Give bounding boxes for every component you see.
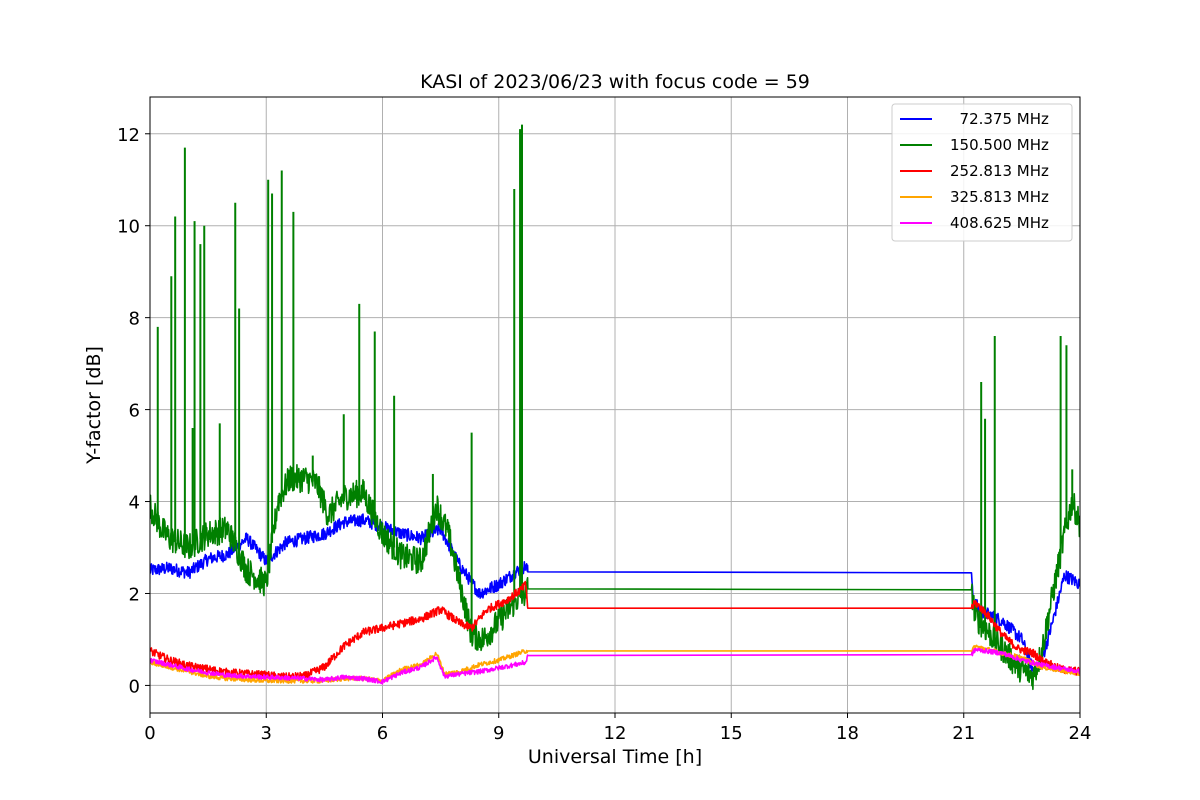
y-tick-label: 4	[129, 493, 140, 514]
x-tick-label: 9	[493, 723, 504, 744]
series-line	[150, 647, 1080, 685]
chart-title: KASI of 2023/06/23 with focus code = 59	[420, 71, 810, 93]
x-axis-label: Universal Time [h]	[528, 746, 702, 768]
y-axis-label: Y-factor [dB]	[83, 346, 105, 465]
x-tick-label: 24	[1069, 723, 1092, 744]
y-tick-label: 6	[129, 401, 140, 422]
y-tick-label: 0	[129, 676, 140, 697]
series-layer	[150, 124, 1080, 691]
legend: 72.375 MHz 150.500 MHz 252.813 MHz 325.813 …	[891, 103, 1073, 242]
y-tick-label: 8	[129, 309, 140, 330]
x-tick-label: 3	[261, 723, 272, 744]
x-tick-label: 18	[836, 723, 859, 744]
series-line	[150, 580, 1080, 682]
legend-box	[891, 103, 1073, 242]
legend-label: 252.813 MHz	[950, 162, 1049, 180]
x-tick-label: 6	[377, 723, 388, 744]
x-tick-label: 15	[720, 723, 743, 744]
legend-label: 325.813 MHz	[950, 188, 1049, 206]
x-tick-label: 21	[952, 723, 975, 744]
y-tick-label: 10	[117, 217, 140, 238]
x-tick-label: 0	[144, 723, 155, 744]
legend-label: 150.500 MHz	[950, 136, 1049, 154]
y-tick-label: 2	[129, 584, 140, 605]
y-tick-label: 12	[117, 125, 140, 146]
legend-label: 72.375 MHz	[950, 110, 1049, 128]
x-tick-label: 12	[604, 723, 627, 744]
legend-label: 408.625 MHz	[950, 214, 1049, 232]
